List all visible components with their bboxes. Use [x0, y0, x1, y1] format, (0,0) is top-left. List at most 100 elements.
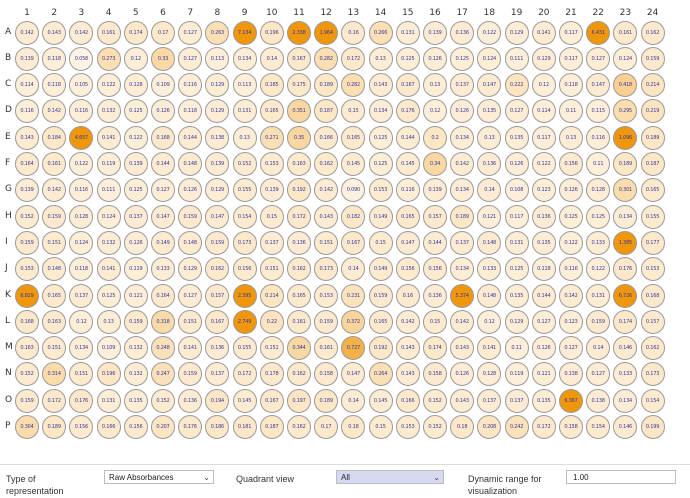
well[interactable]: 0.185	[259, 73, 284, 98]
well[interactable]: 0.118	[559, 73, 583, 98]
well[interactable]: 0.135	[123, 388, 148, 413]
well[interactable]: 0.151	[314, 230, 339, 255]
well[interactable]: 6.367	[559, 388, 583, 413]
well[interactable]: 0.142	[450, 309, 475, 334]
well[interactable]: 1.964	[314, 20, 339, 45]
well[interactable]: 0.137	[205, 362, 230, 387]
well[interactable]: 0.127	[586, 362, 611, 387]
well[interactable]: 0.147	[341, 362, 366, 387]
well[interactable]: 0.207	[151, 415, 175, 439]
well[interactable]: 0.105	[69, 73, 94, 98]
well[interactable]: 0.172	[341, 46, 366, 71]
well[interactable]: 0.108	[504, 178, 529, 203]
well[interactable]: 0.118	[69, 257, 94, 282]
well[interactable]: 0.34	[423, 152, 447, 176]
well[interactable]: 0.141	[178, 336, 203, 361]
well[interactable]: 0.139	[15, 178, 39, 203]
well[interactable]: 0.139	[259, 178, 284, 203]
well[interactable]: 0.145	[232, 388, 257, 413]
well[interactable]: 0.14	[259, 46, 284, 71]
well[interactable]: 0.189	[613, 152, 638, 176]
well[interactable]: 0.148	[477, 283, 502, 308]
well[interactable]: 0.134	[450, 178, 475, 203]
well[interactable]: 0.167	[287, 46, 311, 71]
well[interactable]: 0.15	[368, 230, 393, 255]
well[interactable]: 0.137	[477, 388, 502, 413]
well[interactable]: 0.145	[395, 152, 420, 176]
dynamic-range-input[interactable]: 1.00	[566, 470, 676, 484]
well[interactable]: 0.139	[205, 152, 230, 176]
well[interactable]: 0.163	[287, 152, 311, 176]
well[interactable]: 0.16	[341, 20, 366, 45]
well[interactable]: 0.157	[640, 309, 665, 334]
well[interactable]: 0.117	[504, 204, 529, 229]
well[interactable]: 0.154	[586, 415, 611, 439]
well[interactable]: 0.109	[96, 336, 121, 361]
well[interactable]: 0.159	[123, 309, 148, 334]
well[interactable]: 0.151	[259, 336, 284, 361]
well[interactable]: 0.168	[15, 309, 39, 334]
well[interactable]: 0.134	[450, 257, 475, 282]
well[interactable]: 0.165	[42, 283, 67, 308]
well[interactable]: 0.117	[531, 125, 556, 150]
well[interactable]: 0.114	[531, 99, 556, 124]
well[interactable]: 0.118	[42, 46, 67, 71]
well[interactable]: 0.168	[151, 125, 175, 150]
well[interactable]: 0.164	[151, 283, 175, 308]
well[interactable]: 0.119	[504, 362, 529, 387]
well[interactable]: 0.165	[287, 283, 311, 308]
well[interactable]: 0.148	[178, 152, 203, 176]
well[interactable]: 7.134	[232, 20, 257, 45]
well[interactable]: 0.159	[42, 204, 67, 229]
well[interactable]: 6.431	[586, 20, 611, 45]
well[interactable]: 2.338	[287, 20, 311, 45]
well[interactable]: 0.127	[586, 46, 611, 71]
well[interactable]: 5.374	[450, 283, 475, 308]
well[interactable]: 0.159	[640, 46, 665, 71]
well[interactable]: 0.134	[613, 204, 638, 229]
well[interactable]: 0.143	[395, 362, 420, 387]
well[interactable]: 0.156	[395, 257, 420, 282]
well[interactable]: 0.122	[96, 73, 121, 98]
well[interactable]: 0.121	[123, 283, 148, 308]
well[interactable]: 0.13	[96, 309, 121, 334]
well[interactable]: 0.214	[259, 283, 284, 308]
well[interactable]: 0.134	[368, 99, 393, 124]
well[interactable]: 0.134	[232, 46, 257, 71]
well[interactable]: 0.159	[178, 362, 203, 387]
well[interactable]: 0.145	[341, 152, 366, 176]
well[interactable]: 0.231	[341, 283, 366, 308]
well[interactable]: 0.143	[450, 336, 475, 361]
well[interactable]: 0.127	[178, 283, 203, 308]
well[interactable]: 0.142	[15, 20, 39, 45]
well[interactable]: 0.125	[559, 204, 583, 229]
well[interactable]: 0.133	[151, 257, 175, 282]
well[interactable]: 0.242	[504, 415, 529, 439]
well[interactable]: 0.153	[368, 178, 393, 203]
well[interactable]: 0.187	[314, 99, 339, 124]
well[interactable]: 0.271	[259, 125, 284, 150]
well[interactable]: 0.162	[287, 257, 311, 282]
well[interactable]: 0.13	[368, 46, 393, 71]
well[interactable]: 0.192	[287, 178, 311, 203]
well[interactable]: 0.136	[477, 152, 502, 176]
well[interactable]: 0.219	[640, 99, 665, 124]
well[interactable]: 0.133	[613, 362, 638, 387]
well[interactable]: 0.13	[559, 125, 583, 150]
well[interactable]: 0.167	[395, 73, 420, 98]
well[interactable]: 0.282	[314, 46, 339, 71]
well[interactable]: 0.111	[504, 46, 529, 71]
well[interactable]: 0.122	[477, 20, 502, 45]
well[interactable]: 0.197	[287, 388, 311, 413]
well[interactable]: 0.142	[69, 20, 94, 45]
well[interactable]: 0.136	[205, 336, 230, 361]
well[interactable]: 0.141	[96, 125, 121, 150]
well[interactable]: 0.129	[504, 20, 529, 45]
well[interactable]: 0.138	[559, 362, 583, 387]
well[interactable]: 0.167	[341, 230, 366, 255]
well[interactable]: 0.18	[450, 415, 475, 439]
well[interactable]: 0.144	[423, 230, 447, 255]
well[interactable]: 0.134	[613, 388, 638, 413]
well[interactable]: 0.122	[69, 152, 94, 176]
well[interactable]: 0.118	[178, 99, 203, 124]
